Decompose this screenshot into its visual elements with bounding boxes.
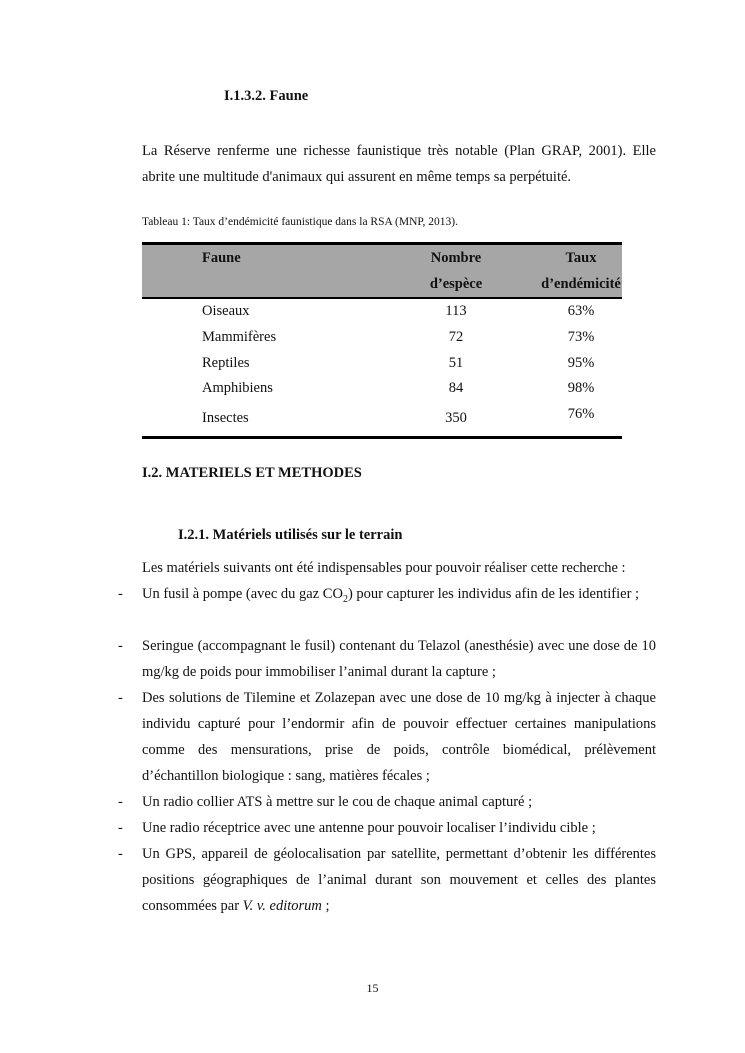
bullet-marker: - — [118, 638, 123, 654]
bullet-marker: - — [118, 820, 123, 836]
header-faune: Faune — [142, 243, 372, 298]
list-item: Seringue (accompagnant le fusil) contena… — [142, 638, 656, 680]
table-row: Amphibiens 84 98% — [202, 380, 595, 397]
bullet-marker: - — [118, 586, 123, 602]
list-item: Un GPS, appareil de géolocalisation par … — [142, 846, 656, 914]
page-number: 15 — [366, 981, 379, 995]
fauna-table: Faune Nombre d’espèce Taux d’endémicité Oi… — [142, 242, 622, 439]
list-item: Une radio réceptrice avec une antenne po… — [142, 820, 596, 836]
bullet-marker: - — [118, 846, 123, 862]
bullet-marker: - — [118, 690, 123, 706]
list-item: Des solutions de Tilemine et Zolazepan a… — [142, 690, 656, 784]
paragraph-faune: La Réserve renferme une richesse faunist… — [142, 143, 656, 185]
list-item: Un radio collier ATS à mettre sur le cou… — [142, 794, 533, 810]
section-heading-methodes: I.2. MATERIELS ET METHODES — [142, 465, 362, 481]
materiels-intro: Les matériels suivants ont été indispens… — [142, 560, 626, 576]
bullet-marker: - — [118, 794, 123, 810]
table-row: Insectes 350 76% — [202, 406, 595, 427]
table-header-row: Faune Nombre d’espèce Taux d’endémicité — [142, 243, 622, 298]
header-taux: Taux d’endémicité — [540, 243, 622, 298]
table-row: Reptiles 51 95% — [202, 354, 595, 371]
list-item: Un fusil à pompe (avec du gaz CO2) pour … — [142, 586, 640, 605]
section-heading-faune: I.1.3.2. Faune — [224, 88, 309, 104]
header-nombre: Nombre d’espèce — [372, 243, 540, 298]
table-row: Mammifères 72 73% — [202, 328, 595, 345]
table-caption: Tableau 1: Taux d’endémicité faunistique… — [142, 216, 458, 228]
table-row: Oiseaux 113 63% — [202, 303, 595, 319]
subsection-heading-materiels: I.2.1. Matériels utilisés sur le terrain — [178, 527, 403, 543]
